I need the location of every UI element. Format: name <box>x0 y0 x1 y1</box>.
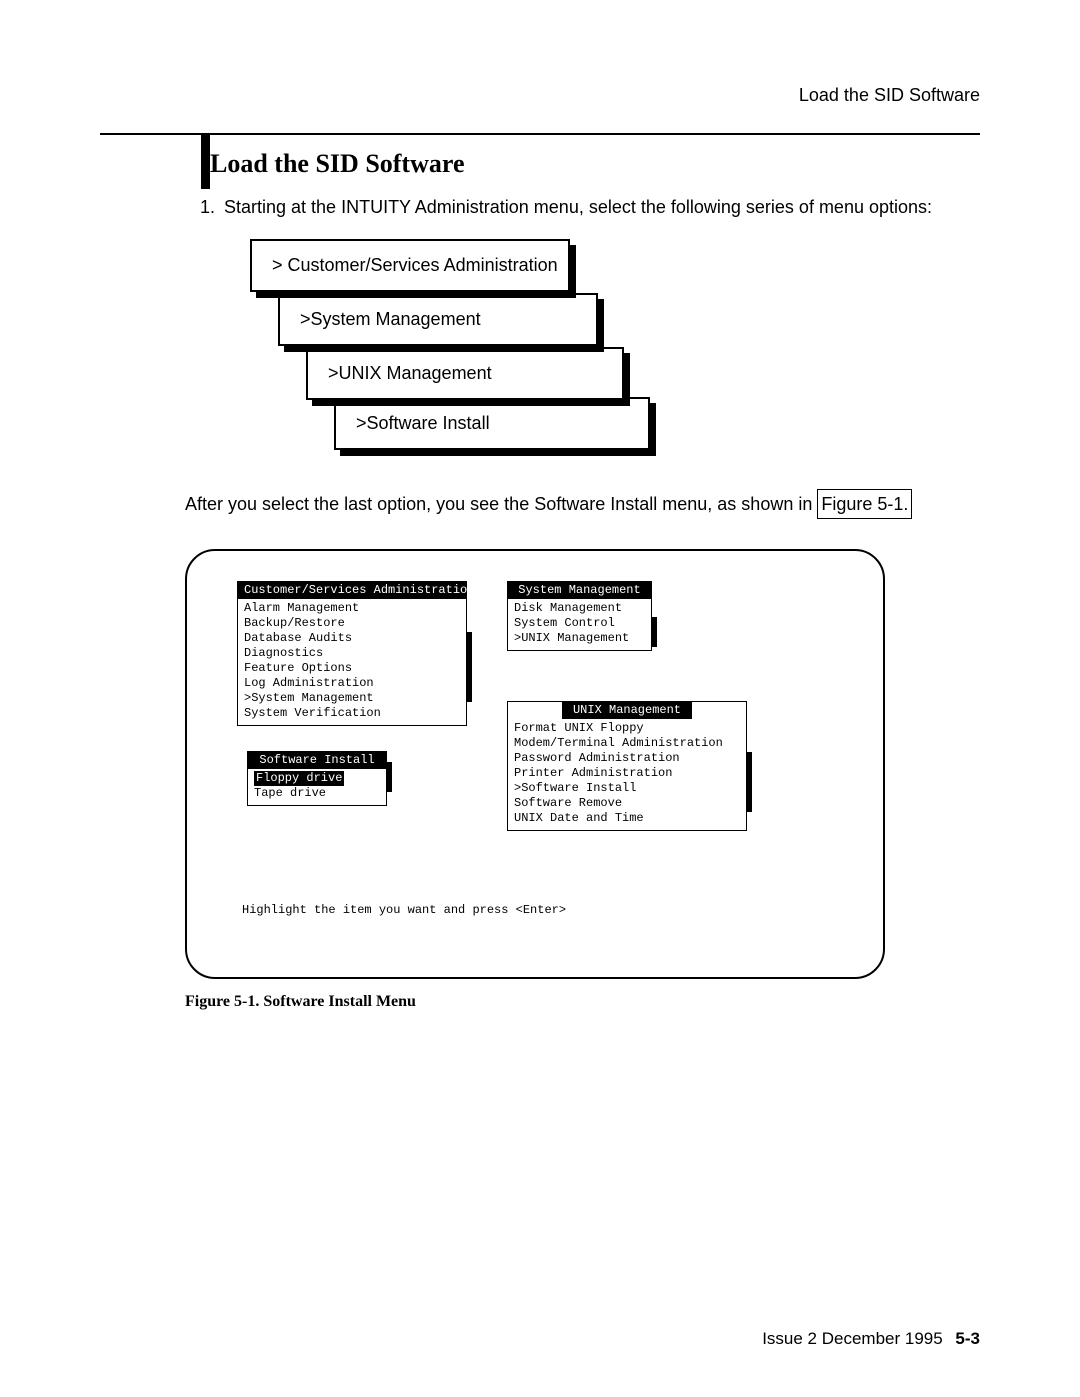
scrollbar-icon <box>747 752 752 812</box>
scrollbar-icon <box>652 617 657 647</box>
step-text: Starting at the INTUITY Administration m… <box>224 195 980 219</box>
menu-box-3: >UNIX Management <box>306 347 624 400</box>
um-item[interactable]: Printer Administration <box>514 766 740 781</box>
um-item[interactable]: >Software Install <box>514 781 740 796</box>
header-label: Load the SID Software <box>799 85 980 106</box>
terminal-prompt: Highlight the item you want and press <E… <box>242 903 566 917</box>
scrollbar-icon <box>387 762 392 792</box>
um-item[interactable]: UNIX Date and Time <box>514 811 740 826</box>
page-header: Load the SID Software <box>100 85 980 125</box>
csa-item[interactable]: Log Administration <box>244 676 460 691</box>
panel-um-body: Format UNIX Floppy Modem/Terminal Admini… <box>508 719 746 830</box>
panel-si-body: Floppy drive Tape drive <box>248 769 386 805</box>
panel-csa-title: Customer/Services Administration <box>238 582 466 599</box>
menu-cascade: > Customer/Services Administration >Syst… <box>250 239 770 439</box>
figure-5-1: Customer/Services Administration Alarm M… <box>185 549 980 1011</box>
after-text-before: After you select the last option, you se… <box>185 494 817 514</box>
csa-item[interactable]: Feature Options <box>244 661 460 676</box>
sm-item[interactable]: System Control <box>514 616 645 631</box>
after-text: After you select the last option, you se… <box>185 489 980 519</box>
panel-um-title: UNIX Management <box>562 702 692 719</box>
um-item[interactable]: Modem/Terminal Administration <box>514 736 740 751</box>
um-item[interactable]: Password Administration <box>514 751 740 766</box>
figure-caption: Figure 5-1. Software Install Menu <box>185 993 980 1011</box>
panel-software-install: Software Install Floppy drive Tape drive <box>247 751 387 806</box>
panel-sm-title: System Management <box>508 582 651 599</box>
menu-box-2: >System Management <box>278 293 598 346</box>
panel-si-title: Software Install <box>248 752 386 769</box>
um-item[interactable]: Format UNIX Floppy <box>514 721 740 736</box>
csa-item[interactable]: Diagnostics <box>244 646 460 661</box>
menu-box-4: >Software Install <box>334 397 650 450</box>
title-gutter <box>100 135 210 189</box>
csa-item[interactable]: System Verification <box>244 706 460 721</box>
csa-item[interactable]: Backup/Restore <box>244 616 460 631</box>
page: Load the SID Software Load the SID Softw… <box>0 0 1080 1397</box>
step-1: 1. Starting at the INTUITY Administratio… <box>200 195 980 219</box>
csa-item[interactable]: Alarm Management <box>244 601 460 616</box>
um-item[interactable]: Software Remove <box>514 796 740 811</box>
panel-unix-management: UNIX Management Format UNIX Floppy Modem… <box>507 701 747 831</box>
si-item[interactable]: Tape drive <box>254 786 380 801</box>
title-row: Load the SID Software <box>100 135 980 189</box>
sm-item[interactable]: >UNIX Management <box>514 631 645 646</box>
page-footer: Issue 2 December 1995 5-3 <box>762 1329 980 1349</box>
panel-csa-body: Alarm Management Backup/Restore Database… <box>238 599 466 725</box>
sm-item[interactable]: Disk Management <box>514 601 645 616</box>
csa-item[interactable]: Database Audits <box>244 631 460 646</box>
csa-item[interactable]: >System Management <box>244 691 460 706</box>
footer-page-number: 5-3 <box>955 1329 980 1348</box>
step-number: 1. <box>200 195 224 219</box>
scrollbar-icon <box>467 632 472 702</box>
menu-box-1: > Customer/Services Administration <box>250 239 570 292</box>
panel-system-management: System Management Disk Management System… <box>507 581 652 651</box>
panel-customer-services-admin: Customer/Services Administration Alarm M… <box>237 581 467 726</box>
figure-reference-link[interactable]: Figure 5-1. <box>817 489 912 519</box>
terminal-screen: Customer/Services Administration Alarm M… <box>185 549 885 979</box>
footer-issue: Issue 2 December 1995 <box>762 1329 943 1348</box>
si-item-selected[interactable]: Floppy drive <box>254 771 344 786</box>
panel-sm-body: Disk Management System Control >UNIX Man… <box>508 599 651 650</box>
section-title: Load the SID Software <box>210 135 464 189</box>
